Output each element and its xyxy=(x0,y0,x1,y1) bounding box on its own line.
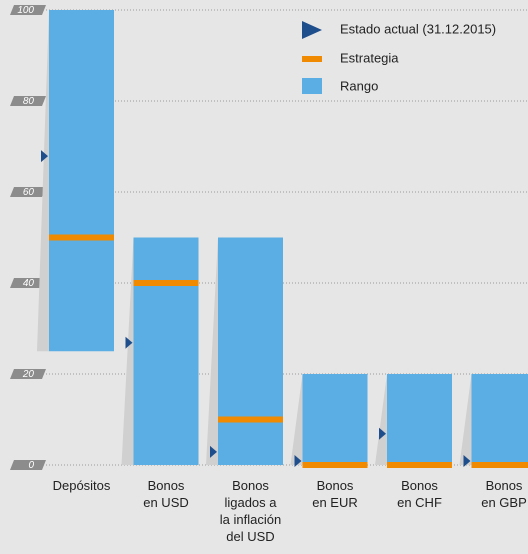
x-tick-label: Bonos en USD xyxy=(143,478,189,510)
strategy-mark xyxy=(302,462,368,468)
x-tick-label: Depósitos xyxy=(52,478,111,493)
range-bar xyxy=(49,10,114,352)
current-marker xyxy=(41,150,48,163)
tick-badge xyxy=(10,96,46,106)
range-bar xyxy=(133,237,199,465)
legend-label: Estado actual (31.12.2015) xyxy=(340,21,496,36)
x-tick-label: Bonos en CHF xyxy=(397,478,442,510)
bar-shadow xyxy=(459,374,472,465)
tick-badge xyxy=(10,460,46,470)
current-marker xyxy=(463,455,471,467)
strategy-mark xyxy=(387,462,452,468)
tick-badge xyxy=(10,369,46,379)
strategy-mark xyxy=(133,280,199,286)
y-tick-label: 40 xyxy=(23,278,35,289)
legend-marker xyxy=(302,56,322,62)
strategy-mark xyxy=(49,234,114,241)
legend-label: Rango xyxy=(340,78,378,93)
range-bar xyxy=(302,374,368,465)
bar-shadow xyxy=(121,237,134,465)
bar-shadow xyxy=(206,237,218,465)
current-marker xyxy=(125,336,133,349)
y-tick-label: 80 xyxy=(23,96,35,107)
x-tick-label: Bonos ligados a la inflación del USD xyxy=(219,478,282,544)
legend-marker xyxy=(302,21,322,39)
x-tick-label: Bonos en EUR xyxy=(312,478,358,510)
tick-badge xyxy=(10,187,46,197)
current-marker xyxy=(210,445,217,458)
range-bar xyxy=(471,374,528,465)
y-tick-label: 0 xyxy=(28,460,34,471)
strategy-mark xyxy=(471,462,528,468)
bar-shadow xyxy=(37,10,49,352)
strategy-mark xyxy=(218,416,283,423)
current-marker xyxy=(294,455,302,467)
y-tick-label: 60 xyxy=(23,187,35,198)
bar-shadow xyxy=(290,374,303,465)
tick-badge xyxy=(10,278,46,288)
x-tick-label: Bonos en GBP xyxy=(481,478,527,510)
legend-label: Estrategia xyxy=(340,50,399,65)
y-tick-label: 100 xyxy=(17,5,34,16)
current-marker xyxy=(379,427,386,440)
bar-shadow xyxy=(375,374,387,465)
y-tick-label: 20 xyxy=(22,369,35,380)
range-bar xyxy=(218,237,283,465)
range-bar xyxy=(387,374,452,465)
tick-badge xyxy=(10,5,46,15)
legend-marker xyxy=(302,78,322,94)
